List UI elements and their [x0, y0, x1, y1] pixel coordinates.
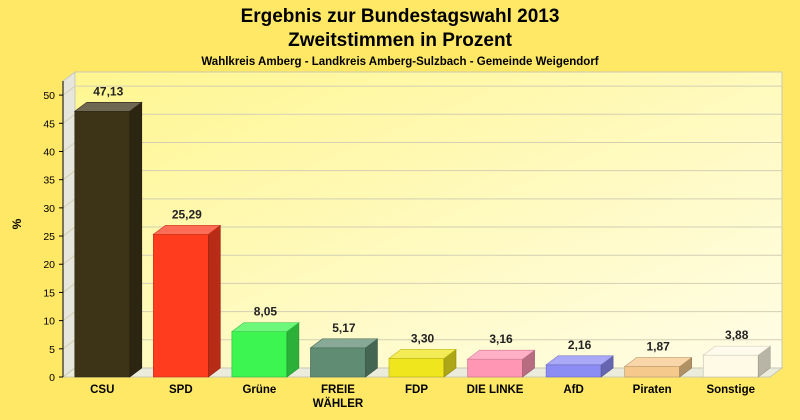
x-tick-label-line: Grüne [242, 384, 276, 396]
bar-front [702, 354, 759, 378]
bar-top [152, 225, 222, 235]
bar-top [545, 355, 615, 366]
x-tick-label-line: FDP [405, 384, 428, 396]
x-tick-label: Sonstige [706, 384, 755, 396]
x-tick-label: Grüne [242, 384, 276, 396]
y-axis-label: % [10, 218, 24, 229]
y-tick-label: 5 [49, 344, 55, 356]
bar-top [466, 349, 536, 360]
x-tick-label: AfD [563, 384, 583, 396]
bar-top [73, 101, 143, 112]
x-tick-label: SPD [169, 384, 193, 396]
bar-front [545, 364, 602, 378]
bar-gr-ne [230, 322, 300, 378]
bar-freie-w-hler [309, 338, 379, 378]
bar-top [388, 349, 457, 359]
bar-piraten [623, 356, 693, 378]
y-tick-label: 50 [43, 90, 55, 102]
y-tick-label: 0 [49, 372, 55, 384]
y-tick-label: 40 [43, 146, 55, 158]
x-tick-label-line: WÄHLER [313, 397, 364, 410]
bar-top [230, 322, 300, 332]
chart-subtitle: Wahlkreis Amberg - Landkreis Amberg-Sulz… [201, 56, 598, 68]
y-tick-label: 45 [43, 118, 55, 130]
bar-top [309, 338, 379, 349]
plot-area: 0 5 10 15 20 25 30 35 40 45 50 47,13 CSU 25,29 SPD 8,05… [43, 71, 784, 410]
x-tick-label: Piraten [633, 384, 672, 396]
x-tick-label-line: Sonstige [706, 384, 755, 396]
bar-front [74, 110, 131, 378]
bar-side [286, 322, 300, 378]
x-tick-label: CSU [90, 384, 114, 396]
y-tick-label: 20 [43, 259, 55, 271]
chart-title-line2: Zweitstimmen in Prozent [288, 30, 512, 51]
bar-csu [73, 101, 143, 378]
data-label: 3,88 [725, 328, 749, 342]
data-label: 1,87 [646, 339, 670, 353]
data-label: 3,16 [489, 332, 513, 346]
data-label: 2,16 [568, 338, 592, 352]
x-tick-label-line: CSU [90, 384, 114, 396]
chart-title: Ergebnis zur Bundestagswahl 2013 [241, 6, 560, 27]
x-tick-label: FDP [405, 384, 428, 396]
y-tick-label: 15 [43, 287, 55, 299]
bar-fdp [388, 348, 457, 378]
plot-side-wall [62, 71, 76, 378]
bar-front [231, 331, 288, 378]
x-tick-label: FREIE WÄHLER [313, 384, 364, 410]
y-tick-label: 30 [43, 203, 55, 215]
x-tick-label-line: FREIE [321, 384, 355, 396]
y-tick-label: 10 [43, 316, 55, 328]
bar-top [702, 345, 772, 356]
bar-front [624, 366, 680, 378]
y-tick-label: 35 [43, 175, 55, 187]
bar-spd [152, 224, 222, 378]
bar-side [129, 101, 143, 378]
data-label: 25,29 [172, 207, 202, 221]
data-label: 3,30 [411, 331, 435, 345]
bar-top [623, 357, 693, 367]
data-label: 5,17 [332, 321, 356, 335]
bar-front [310, 347, 366, 378]
bar-afd [545, 355, 615, 378]
bar-front [467, 358, 523, 378]
y-tick-label: 25 [43, 231, 55, 243]
x-tick-label-line: Piraten [633, 384, 672, 396]
bar-front [388, 358, 445, 378]
data-label: 8,05 [254, 305, 278, 319]
bar-die-linke [466, 349, 536, 378]
x-tick-label: DIE LINKE [467, 384, 524, 396]
bar-sonstige [702, 345, 772, 378]
bar-front [153, 234, 209, 378]
x-tick-label-line: SPD [169, 384, 193, 396]
x-tick-label-line: DIE LINKE [467, 384, 524, 396]
x-tick-label-line: AfD [563, 384, 583, 396]
gridline [62, 85, 782, 96]
bar-side [208, 224, 221, 378]
data-label: 47,13 [93, 84, 123, 98]
